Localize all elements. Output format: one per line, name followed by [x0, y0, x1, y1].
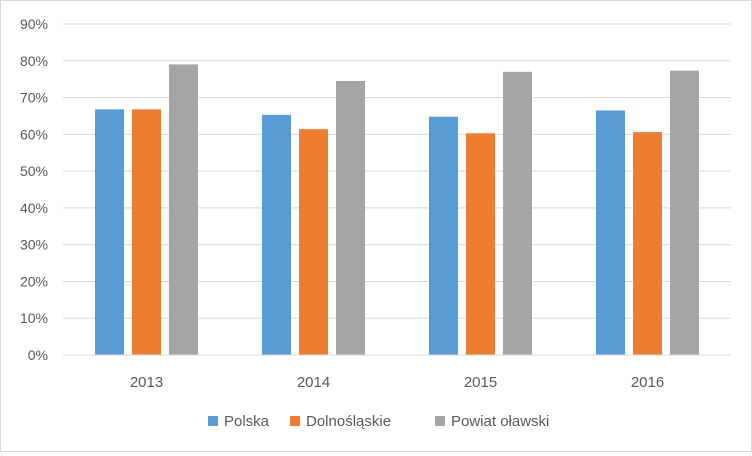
- bar-powiat-oławski-2013: [169, 64, 198, 355]
- y-tick-label: 90%: [20, 16, 48, 32]
- y-tick-label: 50%: [20, 163, 48, 179]
- gridlines: [63, 23, 731, 319]
- legend: Polska Dolnośląskie Powiat oławski: [208, 413, 549, 430]
- bar-dolnośląskie-2015: [466, 133, 495, 355]
- legend-swatch: [435, 416, 445, 426]
- y-tick-label: 60%: [20, 126, 48, 142]
- y-tick-label: 80%: [20, 53, 48, 69]
- bar-polska-2016: [596, 110, 625, 355]
- y-tick-label: 0%: [28, 347, 48, 363]
- legend-label: Polska: [224, 413, 270, 430]
- bar-dolnośląskie-2016: [633, 132, 662, 355]
- y-tick-label: 40%: [20, 200, 48, 216]
- legend-swatch: [290, 416, 300, 426]
- bars: [95, 64, 699, 356]
- x-tick-label: 2015: [464, 374, 497, 391]
- bar-polska-2014: [262, 114, 291, 355]
- bar-powiat-oławski-2015: [503, 71, 532, 356]
- x-tick-label: 2016: [631, 374, 664, 391]
- bar-powiat-oławski-2014: [336, 81, 365, 355]
- legend-label: Powiat oławski: [451, 413, 549, 430]
- x-tick-label: 2014: [297, 374, 330, 391]
- legend-swatch: [208, 416, 218, 426]
- legend-label: Dolnośląskie: [306, 413, 391, 430]
- y-tick-label: 70%: [20, 90, 48, 106]
- y-axis-ticks: 0% 10% 20% 30% 40% 50% 60% 70% 80% 90%: [20, 16, 48, 363]
- x-tick-label: 2013: [130, 374, 163, 391]
- bar-polska-2015: [429, 116, 458, 356]
- x-axis-ticks: 2013 2014 2015 2016: [130, 374, 664, 391]
- y-tick-label: 20%: [20, 273, 48, 289]
- bar-dolnośląskie-2014: [299, 129, 328, 355]
- bar-powiat-oławski-2016: [670, 70, 699, 356]
- bar-polska-2013: [95, 109, 124, 355]
- y-tick-label: 10%: [20, 310, 48, 326]
- bar-dolnośląskie-2013: [132, 109, 161, 355]
- y-tick-label: 30%: [20, 237, 48, 253]
